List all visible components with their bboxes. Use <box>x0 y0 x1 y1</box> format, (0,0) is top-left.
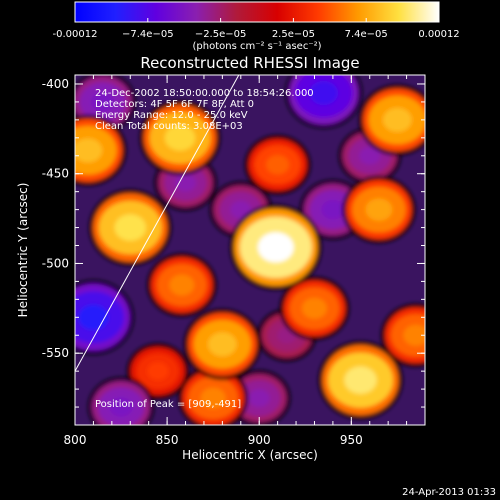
heatmap-blob-core <box>208 332 237 357</box>
heatmap-blob-core <box>200 387 226 409</box>
x-axis-tick-labels: 800 850 900 950 <box>64 433 363 447</box>
heatmap-blob-core <box>266 155 290 175</box>
y-tick-label: -400 <box>42 77 69 91</box>
colorbar: -0.00012 −7.4e−05 −2.5e−05 2.5e−05 7.4e−05 0.… <box>53 1 460 52</box>
x-axis-ticks <box>74 75 426 425</box>
heatmap-blob-core <box>78 304 109 331</box>
heatmap-blob-core <box>248 389 270 408</box>
heatmap-blob-core <box>321 199 345 220</box>
heatmap-blob-core <box>75 138 103 163</box>
heatmap-blob-core <box>257 232 294 263</box>
annotation-counts: Clean Total counts: 3.08E+03 <box>95 121 243 132</box>
heatmap-blob-core <box>91 92 115 112</box>
x-axis-label: Heliocentric X (arcsec) <box>182 448 318 462</box>
heatmap-blob-core <box>403 324 425 346</box>
colorbar-tick-label: 7.4e−05 <box>345 29 388 40</box>
heatmap-blob-core <box>147 362 169 381</box>
y-tick-label: -500 <box>42 256 69 270</box>
heatmap-blob-core <box>301 297 327 319</box>
colorbar-tick-label: 2.5e−05 <box>272 29 315 40</box>
colorbar-tick-label: −7.4e−05 <box>122 29 174 40</box>
chart-title: Reconstructed RHESSI Image <box>140 54 359 72</box>
colorbar-unit-label: (photons cm⁻² s⁻¹ asec⁻²) <box>192 41 321 52</box>
heatmap-blobs <box>75 75 425 425</box>
peak-position-label: Position of Peak = [909,-491] <box>95 399 241 410</box>
x-tick-label: 850 <box>156 433 179 447</box>
annotation-energy-range: Energy Range: 12.0 - 25.0 keV <box>95 110 248 121</box>
heatmap-blob-core <box>114 214 146 241</box>
heatmap-blob-core <box>359 146 381 165</box>
y-axis-label: Heliocentric Y (arcsec) <box>16 183 30 318</box>
y-axis-tick-labels: -400 -450 -500 -550 <box>42 77 69 360</box>
heatmap-blob-core <box>174 173 197 192</box>
y-axis-ticks <box>75 83 425 426</box>
heatmap-blob-core <box>383 107 412 132</box>
colorbar-tick-label: -0.00012 <box>53 29 98 40</box>
footer-timestamp: 24-Apr-2013 01:33 <box>402 487 496 498</box>
heatmap-blob-core <box>365 198 393 221</box>
x-tick-label: 900 <box>248 433 271 447</box>
x-tick-label: 800 <box>64 433 87 447</box>
colorbar-ticks <box>74 18 440 22</box>
heatmap-blob-core <box>309 80 339 105</box>
colorbar-tick-label: 0.00012 <box>418 29 459 40</box>
heatmap-blob-core <box>164 125 196 151</box>
heatmap-blob-core <box>344 366 377 394</box>
plot-area: 800 850 900 950 -400 -450 -500 -550 24-Dec-200… <box>42 74 426 447</box>
x-tick-label: 950 <box>340 433 363 447</box>
colorbar-gradient <box>74 1 440 23</box>
heatmap-blob-core <box>109 397 133 417</box>
annotation-detectors: Detectors: 4F 5F 6F 7F 8F, Att 0 <box>95 99 254 110</box>
y-tick-label: -550 <box>42 346 69 360</box>
heatmap-blob-core <box>230 200 252 219</box>
solar-limb-line <box>75 75 240 372</box>
colorbar-tick-labels: -0.00012 −7.4e−05 −2.5e−05 2.5e−05 7.4e−05 0.… <box>53 29 460 40</box>
heatmap-blob-core <box>169 274 195 296</box>
y-tick-label: -450 <box>42 167 69 181</box>
plot-frame <box>74 74 426 426</box>
heatmap-image <box>75 75 425 425</box>
colorbar-tick-label: −2.5e−05 <box>195 29 247 40</box>
annotation-time-range: 24-Dec-2002 18:50:00.000 to 18:54:26.000 <box>95 88 314 99</box>
